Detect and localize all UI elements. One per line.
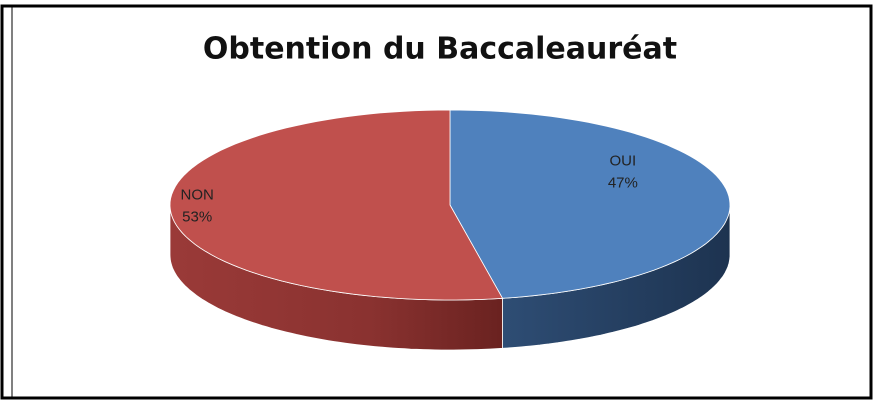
slice <box>169 109 504 301</box>
slice-value-label: 53% <box>182 209 212 226</box>
slice-label: NON <box>180 187 213 204</box>
slice <box>449 109 731 299</box>
slice-value-label: 47% <box>608 174 638 191</box>
chart-title: Obtention du Baccaleauréat <box>203 32 677 67</box>
slice-label: OUI <box>609 152 636 169</box>
